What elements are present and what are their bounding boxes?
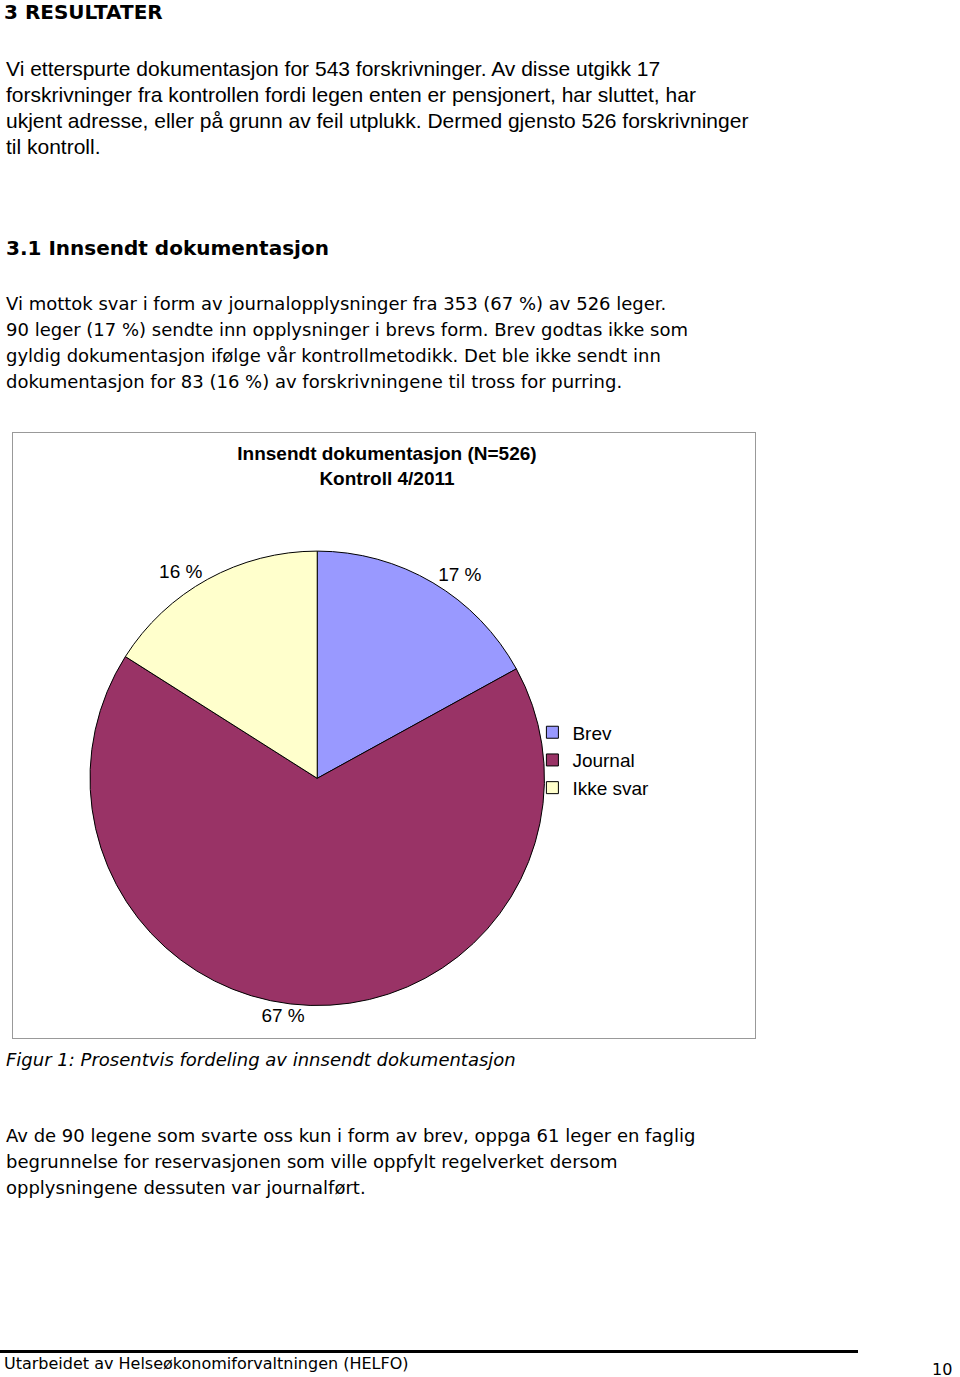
html-text:opplysningene dessuten var jou: opplysningene dessuten var journalført. xyxy=(6,1177,366,1198)
html-text:Av de 90 legene som svarte oss: Av de 90 legene som svarte oss kun i for… xyxy=(6,1125,696,1146)
html-text:forskrivninger fra kontrollen: forskrivninger fra kontrollen fordi lege… xyxy=(6,83,696,106)
html-text:begrunnelse for reservasjonen: begrunnelse for reservasjonen som ville … xyxy=(6,1151,618,1172)
html-text:Vi mottok svar i form av journ: Vi mottok svar i form av journalopplysni… xyxy=(6,293,667,314)
html-text:ukjent adresse, eller på grunn: ukjent adresse, eller på grunn av feil u… xyxy=(6,109,749,132)
html-text:3.1 Innsendt dokumentasjon: 3.1 Innsendt dokumentasjon xyxy=(6,236,329,260)
html-text:Figur 1: Prosentvis fordeling: Figur 1: Prosentvis fordeling av innsend… xyxy=(6,1049,516,1070)
svg-text:67 %: 67 % xyxy=(261,1005,304,1026)
html-text:dokumentasjon for 83 (16 %) av: dokumentasjon for 83 (16 %) av forskrivn… xyxy=(6,371,623,392)
html-text:Vi etterspurte dokumentasjon f: Vi etterspurte dokumentasjon for 543 for… xyxy=(6,57,661,80)
svg-text:17 %: 17 % xyxy=(438,564,481,585)
html-text:3 RESULTATER: 3 RESULTATER xyxy=(4,0,163,24)
svg-text:16 %: 16 % xyxy=(159,561,202,582)
html-text:Utarbeidet av Helseøkonomiforv: Utarbeidet av Helseøkonomiforvaltningen … xyxy=(4,1354,409,1373)
html-text:til kontroll.: til kontroll. xyxy=(6,135,101,158)
svg-text:Journal: Journal xyxy=(572,750,634,771)
html-text:90 leger (17 %) sendte inn opp: 90 leger (17 %) sendte inn opplysninger … xyxy=(6,319,688,340)
svg-text:Innsendt dokumentasjon (N=526): Innsendt dokumentasjon (N=526)Kontroll 4… xyxy=(237,443,536,489)
svg-text:Ikke svar: Ikke svar xyxy=(572,778,649,799)
svg-text:Brev: Brev xyxy=(572,723,612,744)
html-text:gyldig dokumentasjon ifølge vå: gyldig dokumentasjon ifølge vår kontroll… xyxy=(6,345,661,366)
